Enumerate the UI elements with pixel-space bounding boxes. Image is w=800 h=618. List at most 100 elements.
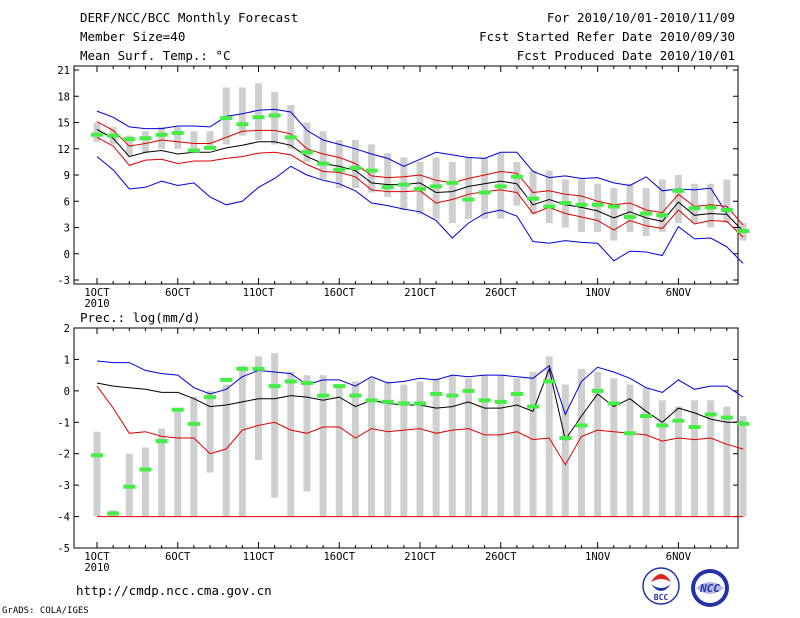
precip-observed-marker: [591, 388, 604, 393]
precip-xtick-label: 21OCT: [404, 551, 436, 563]
precip-observed-marker: [688, 425, 701, 429]
temp-spread-bar: [368, 144, 376, 193]
temp-observed-marker: [737, 229, 749, 233]
ncc-logo: NCC: [691, 569, 729, 607]
bcc-logo: BCC: [642, 567, 680, 605]
temp-spread-bar: [384, 153, 392, 197]
temp-spread-bar: [255, 83, 262, 140]
header-member-size: Member Size=40: [80, 29, 185, 44]
precip-ytick-label: 0: [64, 386, 70, 398]
precip-line-ensemble-max: [96, 360, 744, 416]
temp-xtick-label: 26OCT: [485, 287, 517, 299]
temp-spread-bar: [723, 179, 731, 224]
precip-observed-marker: [510, 392, 523, 396]
precip-observed-marker: [623, 431, 636, 436]
temp-observed-marker: [623, 215, 636, 219]
precip-ytick-label: -5: [57, 543, 70, 555]
precip-observed-marker: [737, 421, 749, 426]
precip-observed-marker: [220, 377, 233, 382]
temp-spread-bar: [141, 131, 149, 154]
precip-observed-marker: [171, 407, 184, 412]
precip-observed-marker: [139, 467, 152, 472]
precip-spread-bar: [674, 406, 682, 517]
precip-observed-marker: [155, 439, 168, 444]
precip-xtick-label: 6OCT: [165, 551, 191, 563]
precip-observed-marker: [494, 399, 507, 404]
temp-ytick-label: 12: [57, 144, 70, 156]
temp-xtick-label: 6OCT: [165, 287, 191, 299]
precip-observed-marker: [252, 366, 265, 371]
temp-observed-marker: [204, 145, 217, 150]
temp-observed-marker: [139, 136, 152, 141]
precip-spread-bar: [594, 372, 602, 517]
temp-spread-bar: [464, 157, 472, 219]
temp-spread-bar: [190, 131, 198, 151]
precip-observed-marker: [414, 401, 426, 406]
temp-observed-marker: [107, 133, 120, 138]
precip-spread-bar: [432, 378, 440, 517]
temp-observed-marker: [123, 137, 136, 142]
temp-spread-bar: [335, 140, 343, 189]
precip-spread-bar: [206, 390, 214, 473]
precip-observed-marker: [300, 381, 313, 385]
temp-observed-marker: [300, 150, 313, 155]
precip-observed-marker: [462, 388, 475, 393]
precip-spread-bar: [578, 368, 585, 517]
temp-observed-marker: [462, 197, 475, 202]
precip-xtick-label: 6NOV: [666, 551, 692, 563]
temp-observed-marker: [559, 201, 572, 205]
precip-observed-marker: [91, 453, 103, 458]
precip-ytick-label: -4: [57, 512, 70, 524]
precip-spread-bar: [190, 397, 198, 517]
temp-observed-marker: [349, 166, 362, 170]
precip-observed-marker: [446, 393, 459, 398]
precip-spread-bar: [464, 378, 472, 517]
precip-spread-bar: [739, 416, 747, 517]
temp-observed-marker: [446, 180, 459, 185]
temp-ytick-label: 18: [57, 91, 70, 103]
temp-spread-bar: [158, 126, 166, 149]
temp-observed-marker: [591, 202, 604, 207]
precip-ytick-label: 2: [64, 323, 70, 335]
precip-observed-marker: [268, 384, 281, 389]
temp-xtick-label: 16OCT: [323, 287, 355, 299]
temp-spread-bar: [303, 122, 311, 162]
temp-ytick-label: 3: [64, 223, 70, 235]
precip-ytick-label: -1: [57, 417, 70, 429]
temp-observed-marker: [640, 211, 653, 216]
precip-xtick-label: 1OCT: [84, 551, 110, 563]
temp-spread-bar: [93, 122, 101, 142]
temp-ytick-label: 15: [57, 118, 70, 130]
temp-spread-bar: [238, 87, 246, 136]
temp-spread-bar: [594, 183, 602, 232]
precip-ytick-label: -2: [57, 449, 70, 461]
ncc-logo-text: NCC: [699, 582, 720, 595]
temp-spread-bar: [545, 170, 553, 224]
temp-observed-marker: [236, 122, 249, 127]
temp-observed-marker: [672, 188, 685, 193]
footer-url[interactable]: http://cmdp.ncc.cma.gov.cn: [76, 583, 272, 598]
temp-observed-marker: [333, 167, 346, 172]
temp-observed-marker: [688, 206, 701, 211]
header-title: DERF/NCC/BCC Monthly Forecast: [80, 10, 298, 25]
precip-spread-bar: [319, 375, 327, 517]
precip-observed-marker: [236, 366, 249, 371]
precip-spread-bar: [448, 375, 456, 517]
temp-line-ensemble-min: [96, 156, 744, 264]
precip-observed-marker: [575, 423, 588, 428]
precip-spread-bar: [158, 428, 166, 517]
temp-observed-marker: [187, 148, 200, 153]
precip-spread-bar: [561, 384, 569, 517]
temp-ytick-label: 9: [64, 170, 70, 182]
temp-ytick-label: -3: [57, 275, 70, 287]
precip-spread-bar: [545, 356, 553, 517]
precip-frame: [73, 327, 739, 549]
temp-observed-marker: [720, 208, 733, 212]
temp-observed-marker: [575, 202, 588, 207]
precip-xtick-label: 16OCT: [323, 551, 355, 563]
temp-observed-marker: [478, 190, 491, 195]
precip-spread-bar: [368, 378, 376, 517]
precip-xtick-label: 26OCT: [485, 551, 517, 563]
precip-observed-marker: [333, 384, 346, 389]
